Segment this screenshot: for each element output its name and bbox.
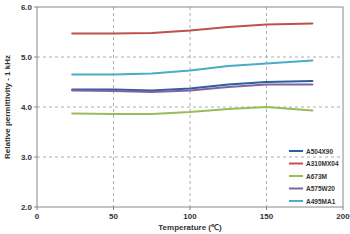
x-tick (266, 207, 267, 210)
x-tick-label: 100 (183, 212, 197, 221)
x-tick (190, 207, 191, 210)
legend: A504X90 A310MX04 A673M A575W20 A495MA1 (289, 148, 339, 205)
y-axis-title: Relative permittivity - 1 kHz (3, 55, 12, 159)
x-tick (343, 207, 344, 210)
y-tick (34, 7, 37, 8)
legend-label: A310MX04 (306, 160, 339, 167)
x-grid-line (113, 7, 114, 207)
series-line (72, 81, 312, 91)
chart: 0 50 100 150 200 2.0 3.0 4.0 5.0 6.0 Temperature (… (0, 0, 350, 234)
x-tick-label: 200 (336, 212, 350, 221)
y-tick (34, 207, 37, 208)
legend-swatch (289, 150, 303, 152)
y-tick-label: 5.0 (21, 53, 33, 62)
legend-swatch (289, 200, 303, 202)
legend-label: A504X90 (306, 148, 333, 155)
x-tick-label: 50 (109, 212, 118, 221)
plot-frame (37, 7, 343, 207)
x-tick-label: 150 (260, 212, 274, 221)
y-tick-label: 6.0 (21, 3, 33, 12)
background (0, 0, 350, 234)
legend-label: A495MA1 (306, 198, 336, 205)
legend-label: A673M (306, 173, 327, 180)
legend-swatch (289, 163, 303, 165)
series-line (72, 85, 312, 93)
y-tick-label: 3.0 (21, 153, 33, 162)
y-grid-line (37, 57, 343, 58)
series-group (72, 24, 312, 115)
x-tick (113, 207, 114, 210)
y-tick (34, 157, 37, 158)
legend-swatch (289, 175, 303, 177)
series-line (72, 107, 312, 114)
y-grid-line (37, 107, 343, 108)
y-grid-line (37, 157, 343, 158)
x-axis-title: Temperature (℃) (158, 223, 222, 232)
y-tick-label: 4.0 (21, 103, 33, 112)
y-tick (34, 107, 37, 108)
legend-label: A575W20 (306, 185, 335, 192)
x-tick-label: 0 (35, 212, 40, 221)
y-tick (34, 57, 37, 58)
series-line (72, 61, 312, 75)
legend-swatch (289, 188, 303, 190)
y-tick-label: 2.0 (21, 203, 33, 212)
series-line (72, 24, 312, 34)
